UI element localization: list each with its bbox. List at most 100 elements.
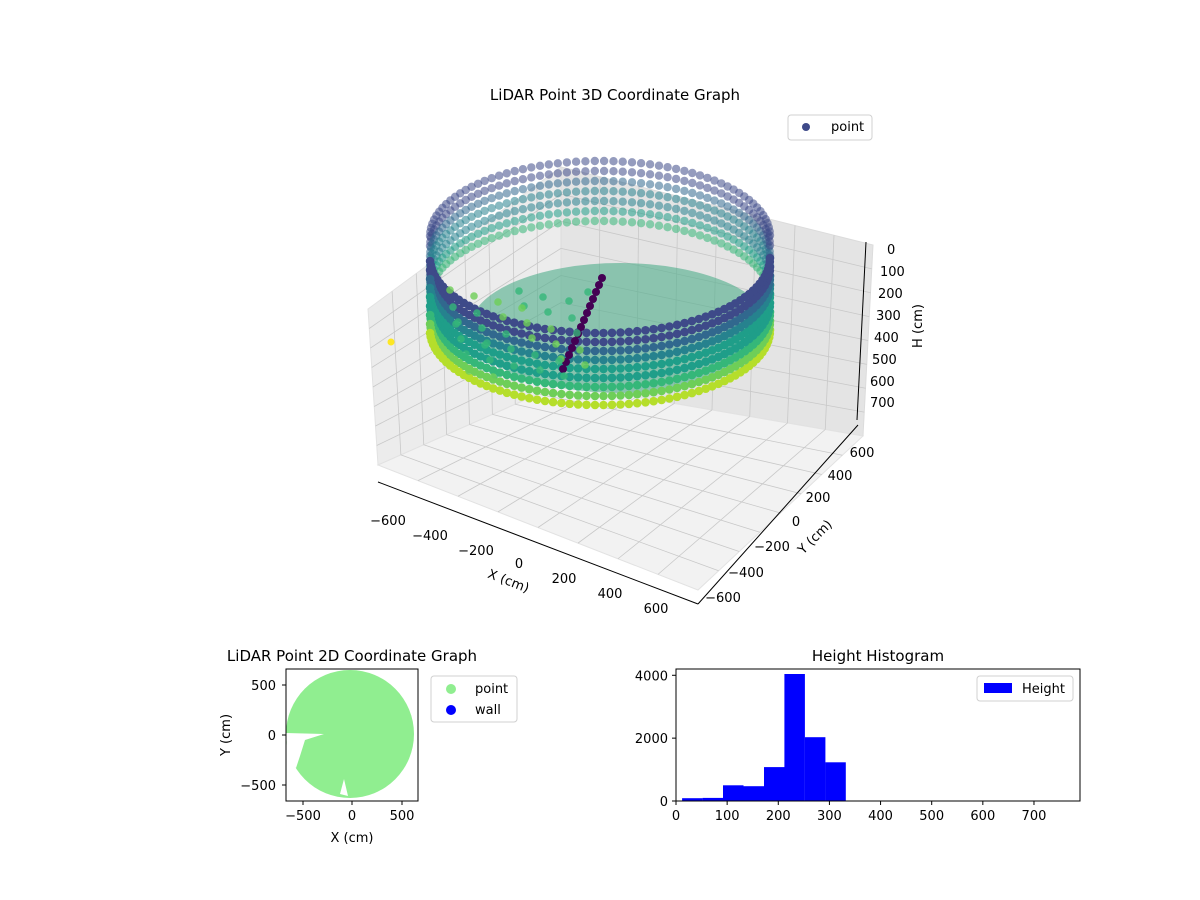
cloud-point [701,357,710,367]
cloud-point [487,214,496,223]
cloud-point [473,189,483,198]
cloud-point [553,199,562,208]
cloud-point [687,361,697,371]
cloud-point [571,217,581,226]
cloud-point [641,344,650,353]
cloud-point [581,361,589,369]
cloud-point [532,341,542,351]
cloud-point [695,221,705,230]
x-tick-label: 0 [348,809,356,824]
cloud-point [494,211,504,220]
cloud-point [487,184,496,193]
cloud-point [649,342,658,352]
x-tick-label: −400 [412,529,448,544]
cloud-point [553,219,562,228]
cloud-point [425,283,435,293]
cloud-point [535,171,545,180]
chart-title-hist: Height Histogram [812,647,944,665]
cloud-point [649,396,658,406]
cloud-point [663,193,672,202]
cloud-point [657,368,666,378]
cloud-point [701,384,710,394]
cloud-point [657,332,666,342]
cloud-point [568,314,576,322]
cloud-point [687,388,697,398]
cloud-point [654,161,664,170]
cloud-point [680,354,689,364]
cloud-point [494,201,504,210]
x-tick-label: 300 [817,809,842,824]
cloud-point [663,213,672,222]
legend-2d: point wall [430,675,518,723]
cloud-point [473,209,483,218]
z-tick-label: 300 [876,309,901,324]
cloud-point [486,356,494,364]
grid-line [657,429,826,575]
cloud-point [553,179,562,188]
cloud-point [616,400,625,409]
cloud-point [517,356,526,365]
cloud-point [502,179,511,188]
histogram-bar [764,767,785,801]
cloud-point [449,303,457,311]
cloud-point [641,389,650,398]
cloud-point [544,210,553,219]
cloud-point [552,340,560,348]
cloud-point [645,200,655,209]
x-tick-label: 500 [919,809,944,824]
cloud-point [703,183,712,193]
cloud-point [627,168,637,177]
cloud-point [687,343,697,353]
cloud-point [665,394,674,403]
histogram-bar [804,737,826,801]
cloud-point [467,192,476,201]
cloud-point [467,222,476,231]
x-tick-label: −200 [458,544,494,559]
cloud-point [467,182,476,191]
cloud-point [535,201,545,210]
cloud-point [565,297,573,305]
cloud-point [710,236,719,245]
cloud-point [707,373,717,382]
cloud-point [599,364,608,374]
cloud-point [636,179,646,188]
cloud-point [618,197,627,206]
cloud-point [518,175,528,184]
cloud-point [607,364,617,374]
cloud-point [478,324,486,332]
cloud-point [425,319,435,329]
cloud-point [680,226,689,236]
cloud-point [502,189,511,198]
cloud-point [710,206,719,215]
cloud-point [707,364,717,373]
cloud-point [657,359,666,369]
cloud-point [446,286,454,294]
cloud-point [649,387,658,397]
cloud-point [701,330,710,340]
cloud-point [618,177,627,186]
cloud-point [502,330,510,338]
cloud-point [618,217,627,226]
cloud-point [480,206,489,216]
cloud-point [425,256,435,266]
cloud-point [627,158,637,167]
cloud-point [473,229,483,238]
cloud-point [548,361,558,371]
cloud-point [680,363,689,373]
x-tick-label: 200 [766,809,791,824]
cloud-point [425,301,435,311]
cloud-point [509,336,519,346]
cloud-point [502,388,512,398]
cloud-point [590,196,599,206]
cloud-point [609,177,618,186]
cloud-point [672,338,682,348]
cloud-point [599,382,608,392]
cloud-point [590,382,600,392]
plot-3d: LiDAR Point 3D Coordinate Graph −600 −40… [367,86,926,617]
cloud-point [525,393,534,403]
cloud-point [480,196,489,206]
cloud-point [710,216,719,225]
cloud-point [488,339,498,348]
cloud-point [583,309,591,317]
legend-marker [802,123,810,131]
